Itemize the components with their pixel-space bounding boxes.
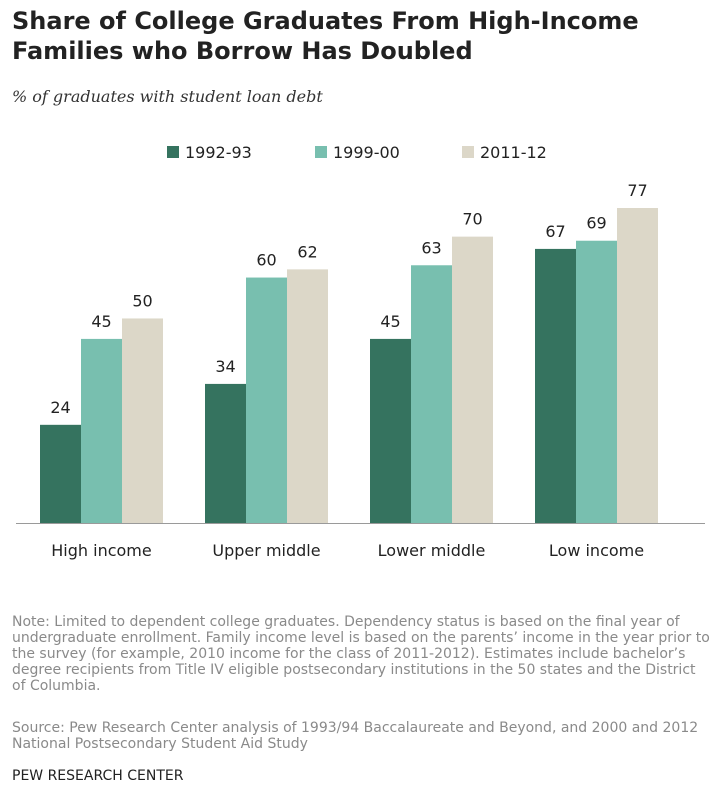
bar-2-1 [411, 265, 452, 523]
value-label-2-2: 70 [462, 210, 482, 229]
value-label-2-0: 45 [380, 312, 400, 331]
bar-2-0 [370, 338, 411, 523]
bar-chart: 1992-93 1999-00 2011-12 24 45 50 High income 34… [16, 143, 705, 560]
chart-source: Source: Pew Research Center analysis of … [12, 720, 699, 752]
value-label-3-1: 69 [586, 214, 606, 233]
bar-3-0 [535, 248, 576, 523]
legend-swatch-1 [315, 146, 327, 158]
value-label-3-2: 77 [627, 181, 647, 200]
category-label-1: Upper middle [212, 541, 320, 560]
value-label-2-1: 63 [421, 238, 441, 257]
value-label-1-1: 60 [256, 251, 276, 270]
bar-0-1 [81, 338, 122, 523]
bar-0-0 [40, 424, 81, 523]
organization-credit: PEW RESEARCH CENTER [12, 768, 184, 784]
chart-title: Share of College Graduates From High-Inc… [12, 7, 639, 65]
value-label-1-0: 34 [215, 357, 235, 376]
bar-1-2 [287, 269, 328, 523]
chart-notes: Note: Limited to dependent college gradu… [12, 614, 710, 694]
value-label-3-0: 67 [545, 222, 565, 241]
legend-swatch-2 [462, 146, 474, 158]
bar-2-2 [452, 236, 493, 523]
legend-label-0: 1992-93 [185, 143, 252, 162]
bar-0-2 [122, 318, 163, 523]
category-label-3: Low income [549, 541, 644, 560]
value-label-0-2: 50 [132, 291, 152, 310]
bar-3-2 [617, 208, 658, 523]
category-label-2: Lower middle [378, 541, 486, 560]
value-label-0-0: 24 [50, 398, 70, 417]
legend-swatch-0 [167, 146, 179, 158]
value-label-1-2: 62 [297, 242, 317, 261]
chart-subtitle: % of graduates with student loan debt [12, 87, 323, 106]
legend-label-2: 2011-12 [480, 143, 547, 162]
bar-1-0 [205, 383, 246, 523]
bar-1-1 [246, 277, 287, 523]
bar-3-1 [576, 240, 617, 523]
category-label-0: High income [51, 541, 151, 560]
value-label-0-1: 45 [91, 312, 111, 331]
legend-label-1: 1999-00 [333, 143, 400, 162]
